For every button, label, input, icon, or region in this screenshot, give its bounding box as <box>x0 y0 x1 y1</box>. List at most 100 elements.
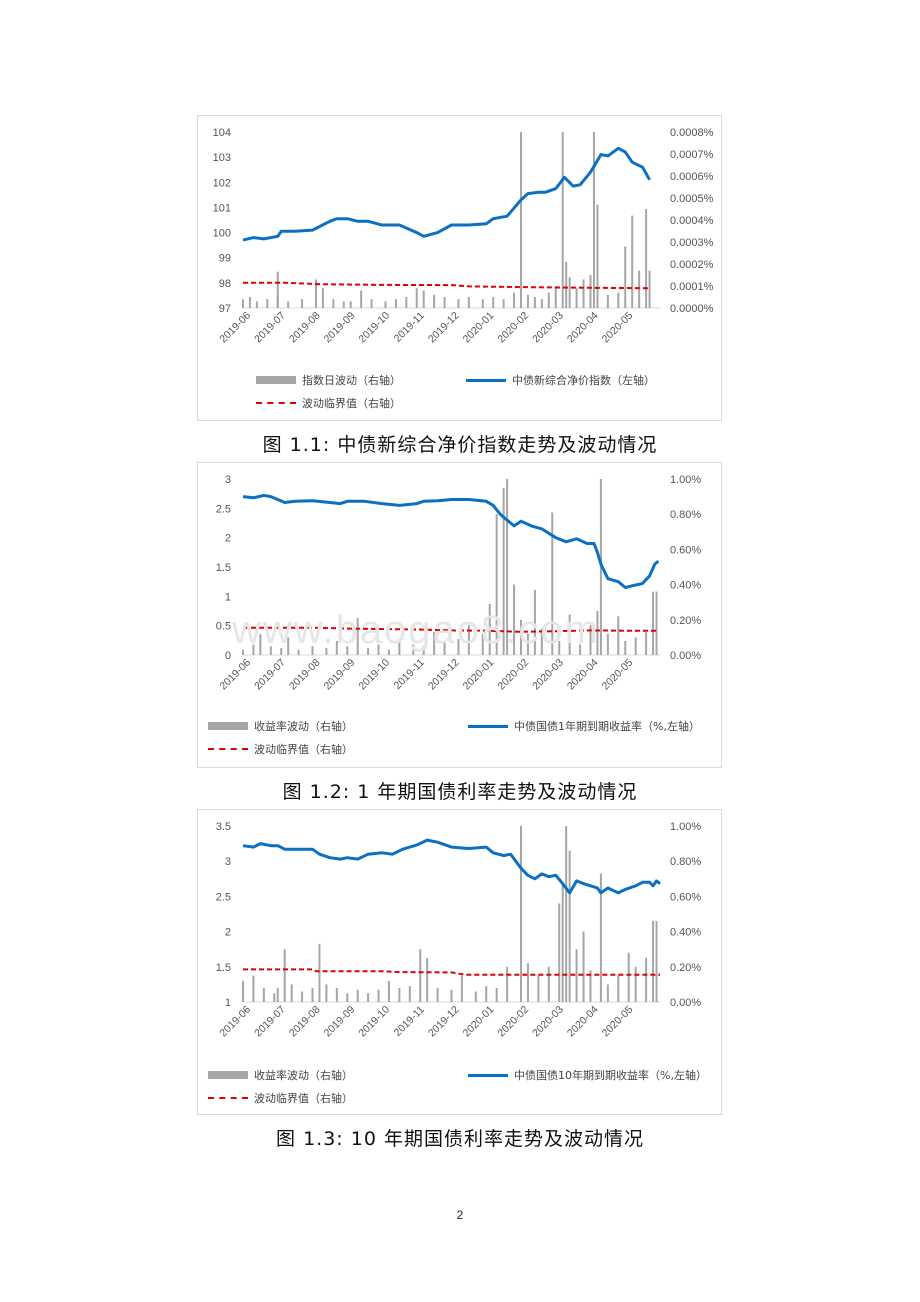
volatility-bar <box>506 966 509 1002</box>
volatility-bar <box>520 619 522 655</box>
volatility-bar <box>606 984 609 1002</box>
volatility-bar <box>492 297 495 308</box>
volatility-bar <box>384 301 387 308</box>
legend-bar-swatch <box>208 1071 248 1079</box>
volatility-bar <box>599 873 602 1002</box>
volatility-bar <box>568 850 571 1002</box>
left-axis-tick-label: 1 <box>225 997 231 1009</box>
volatility-bar <box>419 949 422 1002</box>
volatility-bar <box>332 299 335 308</box>
volatility-bar <box>370 299 373 308</box>
volatility-bar <box>346 993 349 1002</box>
volatility-bar <box>526 963 529 1002</box>
volatility-bar <box>652 591 655 655</box>
volatility-bar <box>422 646 425 655</box>
figure-caption-1: 图 1.1: 中债新综合净价指数走势及波动情况 <box>262 434 658 456</box>
left-axis-tick-label: 2.5 <box>216 503 231 515</box>
volatility-bar <box>301 299 304 308</box>
volatility-bar <box>433 294 436 308</box>
volatility-bar <box>335 640 338 655</box>
volatility-bar <box>356 989 359 1002</box>
volatility-bar <box>436 987 439 1002</box>
volatility-bar <box>242 299 244 308</box>
chart-2-container: 3 2.5 2 1.5 1 0.5 0 1.00% 0.80% 0.60% 0.40% 0.20% 0.… <box>197 462 722 768</box>
legend-threshold-label: 波动临界值（右轴） <box>254 1092 353 1105</box>
volatility-bar <box>460 975 463 1002</box>
volatility-bar <box>606 633 609 655</box>
right-axis-tick-label: 0.20% <box>670 615 701 627</box>
legend-bar-entry: 收益率波动（右轴） <box>208 718 353 734</box>
left-axis-tick-label: 98 <box>219 278 231 290</box>
volatility-bar <box>589 275 592 308</box>
legend-threshold-label: 波动临界值（右轴） <box>254 743 353 756</box>
volatility-bar <box>349 301 352 308</box>
x-axis-tick-label: 2019-08 <box>287 1004 323 1040</box>
volatility-bar <box>252 975 255 1002</box>
legend-threshold-swatch <box>208 1097 248 1099</box>
left-axis-tick-label: 3 <box>225 474 231 486</box>
volatility-bar <box>252 644 255 655</box>
volatility-bar <box>561 132 564 308</box>
volatility-bar <box>579 644 582 655</box>
x-axis-tick-label: 2019-12 <box>426 657 462 693</box>
volatility-bar <box>502 299 505 308</box>
volatility-bar <box>467 625 470 655</box>
volatility-bar <box>547 966 550 1002</box>
volatility-bar <box>287 637 290 655</box>
threshold-line <box>243 281 650 290</box>
volatility-bar <box>433 632 436 655</box>
volatility-bar <box>255 301 258 308</box>
volatility-bar <box>311 646 314 655</box>
volatility-bar <box>398 639 401 655</box>
legend-bar-label: 指数日波动（右轴） <box>302 374 401 387</box>
x-axis-tick-label: 2019-06 <box>217 1004 253 1040</box>
chart-3-plot: 3.5 3 2.5 2 1.5 1 1.00% 0.80% 0.60% 0.40% 0.20% 0.0… <box>216 821 702 1040</box>
legend-bar-label: 收益率波动（右轴） <box>254 1069 353 1082</box>
right-axis-tick-label: 0.0008% <box>670 127 714 139</box>
series-line <box>242 146 651 242</box>
left-axis-tick-label: 3 <box>225 856 231 868</box>
volatility-bar <box>342 301 345 308</box>
volatility-bar <box>481 633 484 655</box>
volatility-bar <box>520 132 522 308</box>
volatility-bar <box>520 826 522 1002</box>
volatility-bar <box>582 931 585 1002</box>
x-axis-tick-label: 2019-12 <box>426 1004 462 1040</box>
x-axis-tick-label: 2019-11 <box>392 310 427 345</box>
volatility-bar <box>513 584 516 655</box>
volatility-bar <box>377 989 380 1002</box>
x-axis-tick-label: 2020-03 <box>530 310 566 346</box>
volatility-bar <box>513 292 516 308</box>
volatility-bar <box>533 589 536 655</box>
volatility-bar <box>495 987 498 1002</box>
volatility-bar <box>526 294 529 308</box>
volatility-bar <box>356 618 359 655</box>
volatility-bar <box>652 921 655 1002</box>
volatility-bar <box>408 986 411 1002</box>
volatility-bar <box>624 640 627 655</box>
x-axis-tick-label: 2020-05 <box>600 1004 636 1040</box>
volatility-bar <box>301 991 304 1002</box>
right-axis-tick-label: 1.00% <box>670 474 701 486</box>
threshold-line <box>243 626 657 633</box>
legend-threshold-swatch <box>256 402 296 404</box>
volatility-bar <box>297 649 300 655</box>
x-axis-tick-label: 2019-06 <box>217 657 253 693</box>
series-line <box>242 493 660 589</box>
volatility-bar <box>283 949 286 1002</box>
volatility-bar <box>558 640 561 655</box>
volatility-bar <box>596 611 599 655</box>
volatility-bar <box>276 271 279 308</box>
volatility-bar <box>526 633 529 655</box>
volatility-bar <box>405 297 408 308</box>
figure-caption-3: 图 1.3: 10 年期国债利率走势及波动情况 <box>276 1128 644 1150</box>
legend-bar-swatch <box>256 376 296 384</box>
volatility-bar <box>655 921 658 1002</box>
page-number: 2 <box>456 1208 464 1222</box>
chart-1-container: 104 103 102 101 100 99 98 97 0.0008% 0.0007% 0.000… <box>197 115 722 421</box>
volatility-bar <box>565 261 568 308</box>
volatility-bar <box>537 975 540 1002</box>
volatility-bar <box>575 949 578 1002</box>
x-axis-tick-label: 2020-04 <box>565 310 601 346</box>
right-axis-tick-label: 0.0005% <box>670 193 714 205</box>
